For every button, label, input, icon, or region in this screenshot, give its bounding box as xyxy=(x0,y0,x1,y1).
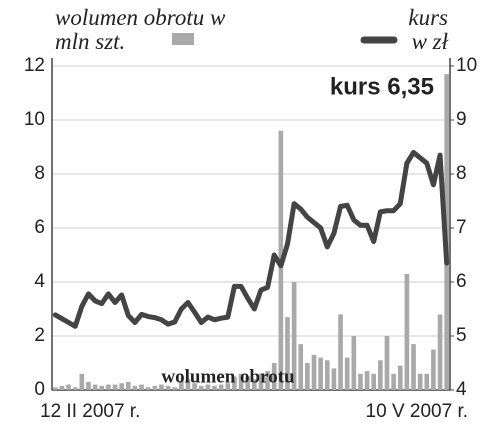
y2-tick-label: 8 xyxy=(456,163,467,184)
line xyxy=(52,149,450,329)
bar xyxy=(86,381,91,390)
bar xyxy=(192,383,197,390)
bar xyxy=(119,383,124,390)
bar xyxy=(311,354,317,390)
legend-label: wolumen obrotu w mln szt. xyxy=(55,5,226,54)
bar xyxy=(245,376,251,390)
y2-tick-label: 7 xyxy=(456,217,467,238)
bar xyxy=(145,387,151,390)
bar xyxy=(212,385,217,390)
bar xyxy=(404,273,410,390)
y-tick-label: 10 xyxy=(24,109,45,130)
bar xyxy=(384,336,390,390)
bar xyxy=(411,344,416,390)
annotation: kurs 6,35 xyxy=(330,73,434,100)
bar xyxy=(391,373,396,390)
bar xyxy=(92,384,98,390)
x-tick-label: 12 II 2007 r. xyxy=(40,401,140,422)
bar xyxy=(172,387,178,390)
y-tick-label: 12 xyxy=(24,55,45,76)
bar xyxy=(417,373,423,390)
bar xyxy=(331,368,337,390)
bar xyxy=(99,385,105,390)
bar xyxy=(358,373,363,390)
bar xyxy=(132,385,138,390)
bar xyxy=(285,317,290,390)
bar xyxy=(198,385,204,390)
bar xyxy=(139,384,144,390)
y-tick-label: 2 xyxy=(34,325,45,346)
bar xyxy=(424,373,430,390)
y-tick-label: 4 xyxy=(34,271,45,292)
y2-tick-label: 10 xyxy=(456,55,477,76)
bar xyxy=(205,384,211,390)
bar xyxy=(238,373,244,390)
bar xyxy=(106,384,111,390)
bar xyxy=(258,373,264,390)
bar xyxy=(66,384,71,390)
bar xyxy=(271,363,277,390)
bar xyxy=(52,387,58,390)
bar xyxy=(79,373,85,390)
bar xyxy=(225,383,231,390)
bar xyxy=(72,387,78,390)
y-tick-label: 6 xyxy=(34,217,45,238)
bar xyxy=(125,381,131,390)
legend-swatch xyxy=(172,33,194,45)
bar xyxy=(218,384,224,390)
bar xyxy=(291,282,297,390)
bar xyxy=(378,360,383,390)
bar xyxy=(59,385,65,390)
bar xyxy=(338,314,343,390)
bar xyxy=(371,373,377,390)
y2-tick-label: 6 xyxy=(456,271,467,292)
y2-tick-label: 4 xyxy=(456,379,467,400)
bar xyxy=(318,357,323,390)
bar xyxy=(152,385,158,390)
bar xyxy=(165,385,171,390)
bar xyxy=(185,379,191,390)
y2-tick-label: 9 xyxy=(456,109,467,130)
bar xyxy=(232,376,237,390)
annotation: wolumen obrotu xyxy=(161,366,295,387)
bar xyxy=(437,314,443,390)
legend-label: kurs w zł xyxy=(408,5,448,54)
bar xyxy=(159,384,164,390)
bar xyxy=(397,365,403,390)
bar xyxy=(364,371,370,390)
y-tick-label: 8 xyxy=(34,163,45,184)
x-tick-label: 10 V 2007 r. xyxy=(366,401,468,422)
y2-tick-label: 5 xyxy=(456,325,467,346)
y-tick-label: 0 xyxy=(34,379,45,400)
bar xyxy=(112,384,118,390)
bar xyxy=(265,371,270,390)
bar xyxy=(251,379,257,390)
bar xyxy=(431,349,436,390)
bar xyxy=(298,344,304,390)
bar xyxy=(305,363,310,390)
bar xyxy=(179,380,184,390)
bar xyxy=(344,357,350,390)
bar xyxy=(324,360,330,390)
bar xyxy=(351,336,357,390)
